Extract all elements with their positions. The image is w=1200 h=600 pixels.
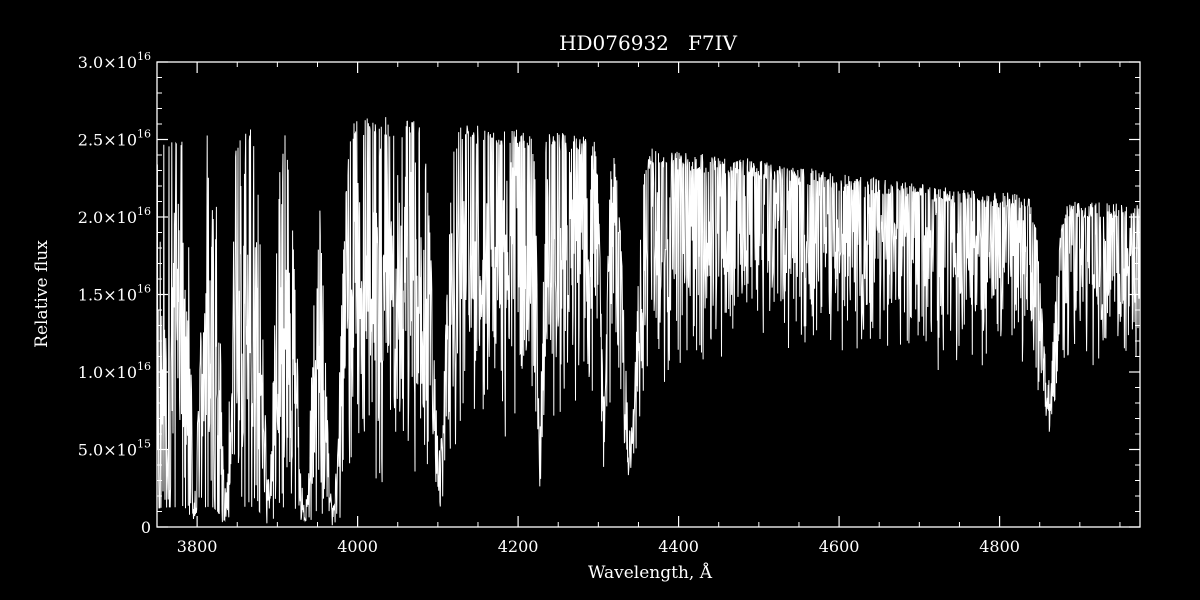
x-tick-label: 4000 [337, 537, 378, 556]
x-tick-label: 4400 [658, 537, 699, 556]
y-tick-label: 1.5×1016 [78, 283, 151, 305]
y-tick-mantissa: 1.5×10 [78, 286, 137, 305]
y-tick-exponent: 16 [137, 50, 151, 63]
x-axis-label: Wavelength, Å [588, 562, 713, 583]
y-tick-mantissa: 5.0×10 [78, 441, 137, 460]
x-axis: 3800 4000 4200 4400 4600 4800 [156, 62, 1121, 556]
y-tick-label: 1.0×1016 [78, 360, 151, 382]
y-tick-mantissa: 0 [141, 518, 151, 537]
y-tick-label: 2.5×1016 [78, 128, 151, 150]
x-tick-label: 3800 [177, 537, 218, 556]
y-tick-mantissa: 1.0×10 [78, 363, 137, 382]
y-tick-exponent: 16 [137, 360, 151, 373]
y-tick-exponent: 15 [137, 438, 151, 451]
y-tick-exponent: 16 [137, 205, 151, 218]
y-tick-mantissa: 3.0×10 [78, 53, 137, 72]
plot-area [156, 117, 1141, 526]
y-axis: 05.0×10151.0×10161.5×10162.0×10162.5×101… [78, 50, 1140, 537]
spectrum-series-line [156, 117, 1141, 526]
y-tick-mantissa: 2.5×10 [78, 131, 137, 150]
y-tick-mantissa: 2.0×10 [78, 208, 137, 227]
y-tick-label: 0 [141, 518, 151, 537]
y-tick-exponent: 16 [137, 283, 151, 296]
y-tick-label: 5.0×1015 [78, 438, 151, 460]
x-tick-label: 4600 [819, 537, 860, 556]
y-tick-label: 2.0×1016 [78, 205, 151, 227]
plot-frame [156, 61, 1141, 528]
y-tick-exponent: 16 [137, 128, 151, 141]
chart-title: HD076932 F7IV [559, 31, 737, 55]
x-tick-label: 4200 [498, 537, 539, 556]
x-tick-label: 4800 [979, 537, 1020, 556]
y-axis-label: Relative flux [32, 240, 52, 348]
y-tick-label: 3.0×1016 [78, 50, 151, 72]
